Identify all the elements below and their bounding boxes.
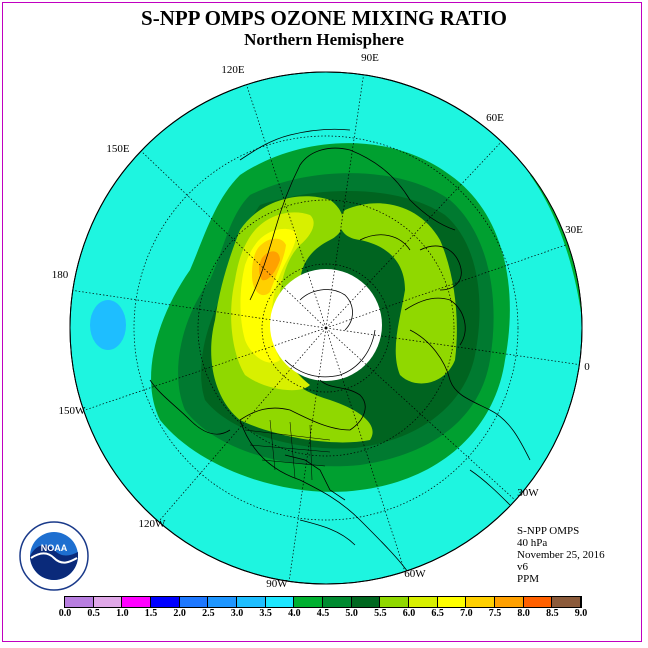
- state-boundaries: [244, 419, 331, 481]
- colorbar-swatch: [236, 597, 266, 607]
- contour-5.5-east: [340, 203, 457, 384]
- colorbar-tick-label: 2.5: [202, 608, 215, 619]
- colorbar-tick-label: 3.0: [230, 608, 244, 619]
- colorbar-swatch: [294, 597, 323, 607]
- lon-label-180: 180: [52, 269, 69, 281]
- colorbar-swatch: [523, 597, 553, 607]
- colorbar-tick-label: 6.5: [431, 608, 444, 619]
- colorbar-tick-label: 0.5: [87, 608, 100, 619]
- colorbar-tick-label: 1.0: [116, 608, 129, 619]
- colorbar-tick-label: 7.5: [488, 608, 502, 619]
- colorbar-tick-label: 2.0: [173, 608, 186, 619]
- colorbar-swatch: [122, 597, 151, 607]
- lon-label-90w: 90W: [266, 578, 288, 590]
- lon-label-60e: 60E: [486, 112, 504, 124]
- colorbar-tick-label: 8.0: [517, 608, 530, 619]
- colorbar-tick-label: 1.5: [144, 608, 158, 619]
- colorbar-tick-label: 5.5: [374, 608, 387, 619]
- colorbar-tick-label: 5.0: [345, 608, 358, 619]
- colorbar-tick-label: 0.0: [58, 608, 72, 619]
- contour-7.5: [259, 251, 280, 281]
- colorbar-swatch: [494, 597, 524, 607]
- colorbar-swatch: [466, 597, 495, 607]
- info-level: 40 hPa: [517, 537, 548, 549]
- colorbar-tick-label: 3.5: [259, 608, 272, 619]
- colorbar-swatch: [351, 597, 381, 607]
- info-instrument: S-NPP OMPS: [517, 525, 580, 537]
- colorbar-tick-label: 8.5: [546, 608, 559, 619]
- info-units: PPM: [517, 573, 540, 585]
- colorbar-swatch: [322, 597, 352, 607]
- map-title: S-NPP OMPS OZONE MIXING RATIO: [141, 6, 507, 30]
- lon-label-120w: 120W: [139, 518, 167, 530]
- colorbar-tick-label: 6.0: [402, 608, 416, 619]
- colorbar: [64, 596, 582, 608]
- colorbar-swatch: [208, 597, 237, 607]
- lon-label-60w: 60W: [404, 568, 426, 580]
- info-version: v6: [517, 561, 528, 573]
- colorbar-tick-label: 4.0: [288, 608, 301, 619]
- polar-night-mask: [270, 269, 382, 381]
- colorbar-tick-label: 7.0: [460, 608, 473, 619]
- colorbar-swatch: [150, 597, 180, 607]
- lon-label-120e: 120E: [221, 64, 245, 76]
- colorbar-swatch: [552, 597, 581, 607]
- noaa-logo-text: NOAA: [41, 543, 68, 553]
- colorbar-swatch: [179, 597, 209, 607]
- lon-label-90e: 90E: [361, 52, 379, 64]
- colorbar-tick-label: 4.5: [316, 608, 330, 619]
- lon-label-30w: 30W: [517, 487, 539, 499]
- graticule: [70, 72, 582, 583]
- map-frame: [2, 2, 642, 642]
- lon-label-150e: 150E: [106, 143, 130, 155]
- noaa-logo: NOAA: [19, 521, 89, 591]
- colorbar-tick-label: 9.0: [574, 608, 588, 619]
- contour-3.0-low: [90, 300, 126, 350]
- colorbar-swatch: [380, 597, 409, 607]
- info-date: November 25, 2016: [517, 549, 605, 561]
- coastlines: [149, 128, 531, 576]
- colorbar-swatch: [65, 597, 94, 607]
- colorbar-swatch: [265, 597, 295, 607]
- lon-label-150w: 150W: [59, 405, 87, 417]
- colorbar-swatch: [408, 597, 438, 607]
- lon-label-30e: 30E: [565, 224, 583, 236]
- lon-label-0: 0: [584, 361, 590, 373]
- colorbar-swatch: [93, 597, 123, 607]
- colorbar-swatch: [437, 597, 467, 607]
- map-subtitle: Northern Hemisphere: [244, 30, 404, 49]
